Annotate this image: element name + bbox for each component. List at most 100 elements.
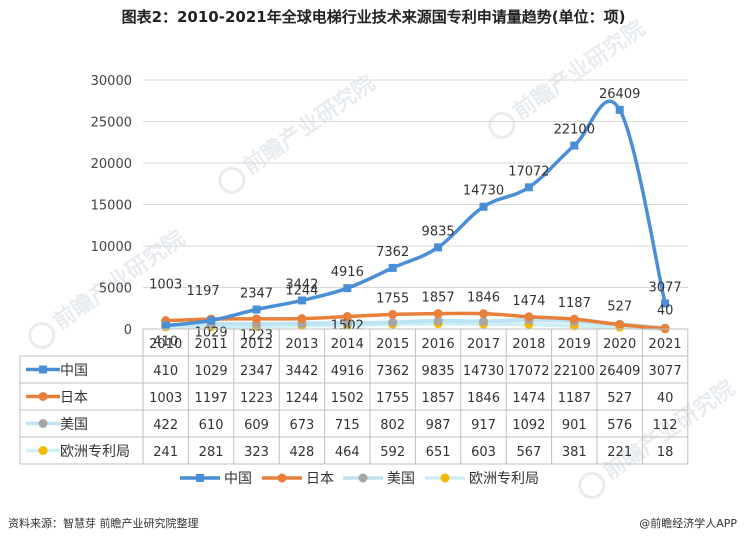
data-labels: 4101029234734424916736298351473017072221…: [149, 87, 681, 350]
table-cell-欧洲专利局-2020: 221: [607, 445, 632, 460]
table-cell-中国-2020: 26409: [599, 364, 640, 379]
marker-中国-2012: [252, 305, 261, 314]
table-cell-日本-2019: 1187: [558, 391, 591, 406]
marker-中国-2017: [479, 202, 488, 211]
table-cell-欧洲专利局-2021: 18: [657, 445, 674, 460]
series-lines: [161, 99, 670, 334]
table-cell-中国-2017: 14730: [463, 364, 504, 379]
marker-日本-2017: [479, 309, 488, 319]
legend-label-美国: 美国: [387, 471, 415, 487]
table-cell-欧洲专利局-2010: 241: [153, 445, 178, 460]
data-label-中国-2014: 4916: [331, 265, 364, 280]
data-label-中国-2018: 17072: [508, 164, 549, 179]
table-cell-日本-2011: 1197: [195, 391, 228, 406]
marker-中国-2016: [434, 243, 443, 252]
table-cell-日本-2014: 1502: [331, 391, 364, 406]
table-cell-美国-2021: 112: [653, 418, 678, 433]
legend-marker-日本: [277, 473, 287, 483]
table-cell-欧洲专利局-2013: 428: [289, 445, 314, 460]
marker-中国-2013: [297, 296, 306, 305]
table-cell-欧洲专利局-2018: 567: [516, 445, 541, 460]
x-tick-label: 2020: [603, 337, 636, 352]
marker-日本-2018: [524, 312, 534, 322]
table-key-marker-中国: [39, 365, 47, 374]
x-tick-label: 2013: [285, 337, 318, 352]
table-row-label-美国: 美国: [60, 417, 88, 433]
table-cell-欧洲专利局-2016: 651: [426, 445, 451, 460]
data-label-日本-2012: 1223: [240, 328, 273, 343]
marker-中国-2011: [207, 316, 216, 325]
data-label-日本-2021: 40: [657, 304, 674, 319]
legend-label-欧洲专利局: 欧洲专利局: [469, 471, 539, 487]
legend-marker-美国: [358, 473, 368, 483]
table-cell-日本-2020: 527: [607, 391, 632, 406]
table-cell-中国-2011: 1029: [195, 364, 228, 379]
source-note: 资料来源：智慧芽 前瞻产业研究院整理: [8, 517, 199, 530]
marker-日本-2019: [569, 314, 579, 324]
y-tick-label: 25000: [91, 116, 132, 131]
table-key-marker-美国: [38, 419, 48, 428]
table-cell-美国-2014: 715: [335, 418, 360, 433]
x-tick-label: 2016: [422, 337, 455, 352]
table-cell-欧洲专利局-2012: 323: [244, 445, 269, 460]
marker-日本-2014: [342, 312, 352, 322]
table-cell-欧洲专利局-2015: 592: [380, 445, 405, 460]
data-label-日本-2010: 1003: [149, 278, 182, 293]
marker-中国-2018: [524, 183, 533, 192]
data-label-中国-2016: 9835: [422, 224, 455, 239]
marker-日本-2016: [433, 309, 443, 319]
data-label-中国-2015: 7362: [376, 245, 409, 260]
y-tick-label: 30000: [91, 74, 132, 89]
table-cell-中国-2014: 4916: [331, 364, 364, 379]
table-key-marker-日本: [38, 392, 48, 401]
table-cell-中国-2010: 410: [153, 364, 178, 379]
data-label-中国-2020: 26409: [599, 87, 640, 102]
marker-美国-2017: [479, 316, 488, 326]
data-label-中国-2019: 22100: [554, 123, 595, 138]
y-tick-label: 15000: [91, 199, 132, 214]
data-label-日本-2015: 1755: [376, 291, 409, 306]
table-cell-日本-2016: 1857: [422, 391, 455, 406]
x-tick-label: 2018: [512, 337, 545, 352]
table-cell-中国-2016: 9835: [422, 364, 455, 379]
table-cell-美国-2011: 610: [199, 418, 224, 433]
table-cell-中国-2021: 3077: [649, 364, 682, 379]
x-tick-label: 2015: [376, 337, 409, 352]
marker-中国-2010: [161, 321, 170, 330]
table-cell-中国-2015: 7362: [376, 364, 409, 379]
marker-中国-2015: [388, 263, 397, 272]
marker-美国-2016: [433, 316, 443, 326]
table-cell-美国-2015: 802: [380, 418, 405, 433]
watermark-logo-icon: [28, 321, 56, 349]
marker-日本-2013: [297, 314, 307, 324]
credit-note: @前瞻经济学人APP: [639, 517, 737, 530]
legend: 中国 日本 美国 欧洲专利局: [180, 471, 539, 487]
marker-美国-2014: [342, 318, 352, 328]
data-label-日本-2017: 1846: [467, 291, 500, 306]
x-tick-label: 2010: [149, 337, 182, 352]
data-label-日本-2014: 1502: [331, 319, 364, 334]
watermark-logo-icon: [578, 471, 606, 499]
marker-中国-2014: [343, 284, 352, 293]
data-table: 2010 2011 2012 2013 2014 2015 2016 2017 2018 2019…: [19, 328, 689, 465]
legend-label-日本: 日本: [306, 471, 334, 487]
table-cell-欧洲专利局-2017: 603: [471, 445, 496, 460]
watermark-logo-icon: [488, 111, 516, 139]
y-tick-label: 20000: [91, 157, 132, 172]
table-row-label-欧洲专利局: 欧洲专利局: [60, 444, 130, 460]
table-cell-美国-2017: 917: [471, 418, 496, 433]
legend-marker-中国: [196, 474, 204, 482]
y-tick-label: 5000: [99, 282, 132, 297]
table-cell-美国-2018: 1092: [512, 418, 545, 433]
legend-marker-欧洲专利局: [440, 473, 450, 483]
table-cell-中国-2012: 2347: [240, 364, 273, 379]
table-cell-欧洲专利局-2014: 464: [335, 445, 360, 460]
marker-中国-2019: [570, 141, 579, 150]
marker-中国-2020: [615, 105, 624, 114]
table-cell-日本-2012: 1223: [240, 391, 273, 406]
y-tick-label: 0: [124, 323, 132, 338]
watermark-text: 前瞻产业研究院: [509, 15, 650, 125]
data-label-中国-2010: 410: [153, 335, 178, 350]
watermark-logo-icon: [218, 166, 246, 194]
